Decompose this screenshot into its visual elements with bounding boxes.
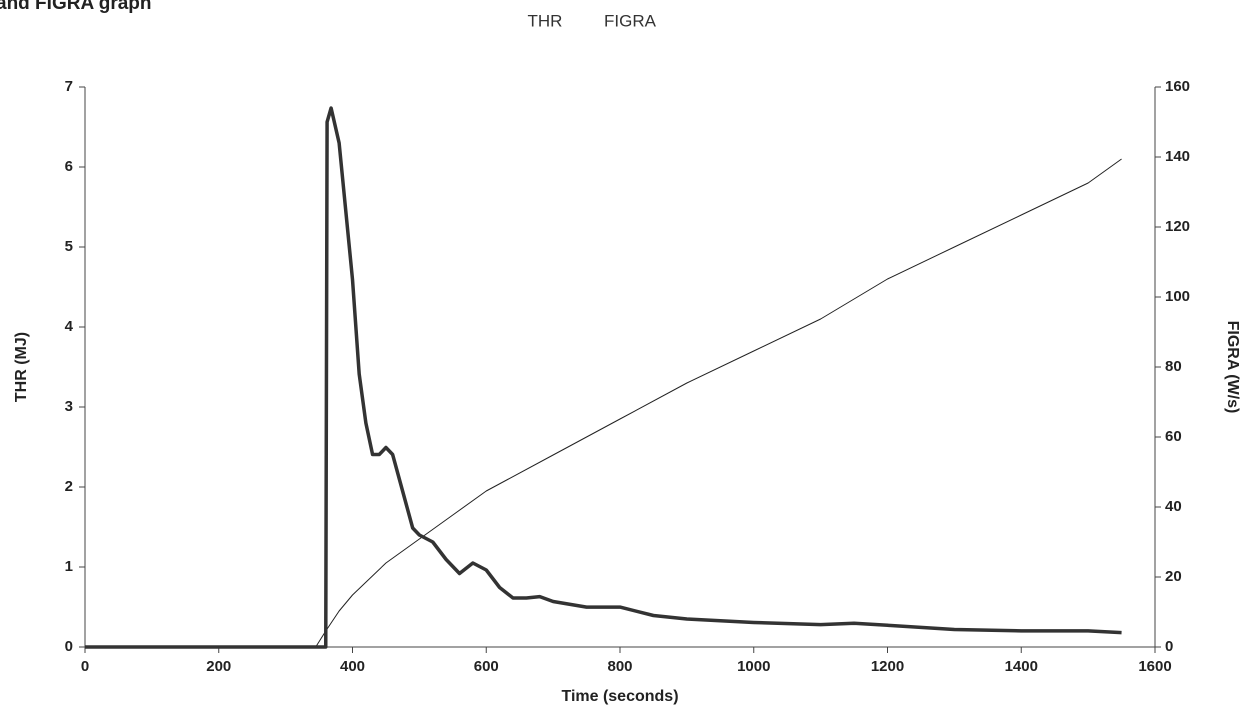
y2-tick-label: 100: [1165, 288, 1190, 305]
x-tick-label: 1000: [737, 658, 770, 675]
x-tick-label: 400: [340, 658, 365, 675]
y2-tick-label: 160: [1165, 78, 1190, 95]
x-tick-label: 1600: [1138, 658, 1171, 675]
y2-tick-label: 60: [1165, 428, 1182, 445]
y2-axis-title: FIGRA (W/s): [1224, 321, 1241, 414]
x-tick-label: 1400: [1005, 658, 1038, 675]
x-tick-label: 0: [81, 658, 89, 675]
y-tick-label: 6: [65, 158, 73, 175]
y2-tick-label: 20: [1165, 568, 1182, 585]
y-tick-label: 7: [65, 78, 73, 95]
legend-label: THR: [528, 11, 563, 30]
y2-tick-label: 120: [1165, 218, 1190, 235]
y-tick-label: 5: [65, 238, 73, 255]
x-tick-label: 200: [206, 658, 231, 675]
x-axis-title: Time (seconds): [561, 688, 678, 705]
legend-label: FIGRA: [604, 11, 657, 30]
y-tick-label: 0: [65, 638, 73, 655]
y-tick-label: 4: [65, 318, 74, 335]
y2-tick-label: 140: [1165, 148, 1190, 165]
y-axis-title: THR (MJ): [13, 332, 30, 402]
y2-tick-label: 80: [1165, 358, 1182, 375]
x-tick-label: 1200: [871, 658, 904, 675]
series-line: [85, 158, 1122, 648]
y2-tick-label: 0: [1165, 638, 1173, 655]
series-line: [85, 106, 1122, 649]
chart-title: and FIGRA graph: [0, 0, 152, 14]
y-tick-label: 3: [65, 398, 73, 415]
y2-tick-label: 40: [1165, 498, 1182, 515]
x-tick-label: 800: [607, 658, 632, 675]
y-tick-label: 2: [65, 478, 73, 495]
x-tick-label: 600: [474, 658, 499, 675]
y-tick-label: 1: [65, 558, 73, 575]
